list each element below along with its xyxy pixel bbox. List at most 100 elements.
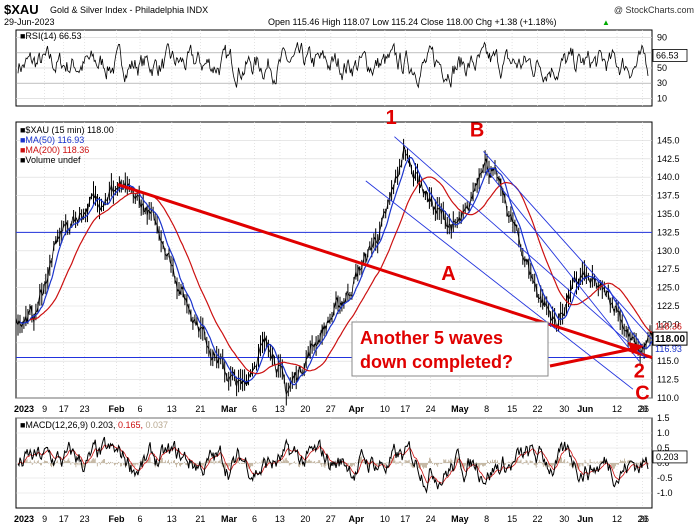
x-label-bottom: 17 <box>59 514 69 524</box>
wave-label-1: 1 <box>386 107 397 129</box>
price-tick-label: 115.0 <box>657 356 679 366</box>
x-label-bottom: 8 <box>484 514 489 524</box>
x-label-bottom: 21 <box>195 514 205 524</box>
x-label-bottom: Jun <box>577 514 593 524</box>
ma50-last-label: 116.93 <box>655 344 682 354</box>
x-label-mid: 30 <box>559 404 569 414</box>
rsi-legend: ■RSI(14) 66.53 <box>20 31 81 41</box>
price-panel-frame <box>15 121 653 399</box>
macd-tick-label: -0.5 <box>657 473 673 483</box>
macd-tick-label: 0.5 <box>657 443 670 453</box>
x-label-mid: 6 <box>252 404 257 414</box>
price-tick-label: 120.0 <box>657 319 680 329</box>
x-label-bottom: 6 <box>138 514 143 524</box>
x-label-bottom: 26 <box>639 514 649 524</box>
x-label-bottom: 2023 <box>14 514 34 524</box>
x-label-mid: Apr <box>349 404 365 414</box>
rsi-tick-label: 50 <box>657 63 667 73</box>
macd-last-label: 0.203 <box>656 452 679 462</box>
wave-label-2: 2 <box>634 360 645 382</box>
x-label-mid: 23 <box>80 404 90 414</box>
price-tick-label: 145.0 <box>657 135 680 145</box>
ohlc-readout: Open 115.46 High 118.07 Low 115.24 Close… <box>268 17 557 27</box>
x-label-mid: 21 <box>195 404 205 414</box>
x-label-mid: 22 <box>533 404 543 414</box>
macd-line <box>17 436 649 494</box>
x-label-bottom: 15 <box>507 514 517 524</box>
callout-line2: down completed? <box>360 352 513 372</box>
macd-last-box <box>652 450 688 464</box>
wave-label-A: A <box>441 263 455 285</box>
x-label-mid: 15 <box>507 404 517 414</box>
price-tick-label: 122.5 <box>657 301 680 311</box>
x-label-bottom: 13 <box>275 514 285 524</box>
macd-hist-value: 0.037 <box>146 420 169 430</box>
x-label-mid: Feb <box>108 404 125 414</box>
x-label-mid: 26 <box>639 404 649 414</box>
x-label-bottom: 27 <box>326 514 336 524</box>
x-label-mid: 2023 <box>14 404 34 414</box>
channel-line-0 <box>394 136 646 358</box>
x-label-mid: Mar <box>221 404 238 414</box>
rsi-tick-label: 10 <box>657 93 667 103</box>
price-tick-label: 127.5 <box>657 264 680 274</box>
ma200-last-label: 118.36 <box>655 321 682 331</box>
x-label-bottom: Apr <box>349 514 365 524</box>
price-last-label: 118.00 <box>655 334 685 345</box>
x-label-mid: 12 <box>612 404 622 414</box>
x-label-mid: 9 <box>42 404 47 414</box>
price-legend-3: ■Volume undef <box>20 155 81 165</box>
x-label-mid: 20 <box>300 404 310 414</box>
x-label-mid: 10 <box>380 404 390 414</box>
price-tick-label: 110.0 <box>657 393 679 403</box>
chart-name: Gold & Silver Index - Philadelphia INDX <box>50 5 208 15</box>
wave-label-B: B <box>470 120 484 142</box>
x-label-mid: 17 <box>400 404 410 414</box>
price-legend-2: ■MA(200) 118.36 <box>20 145 89 155</box>
chg-arrow-icon: ▲ <box>602 18 610 27</box>
price-legend-0: ■$XAU (15 min) 118.00 <box>20 125 114 135</box>
x-label-mid: 24 <box>426 404 436 414</box>
price-tick-label: 140.0 <box>657 172 680 182</box>
x-label-bottom: 23 <box>80 514 90 524</box>
macd-tick-label: 1.0 <box>657 428 670 438</box>
price-last-box <box>652 331 688 346</box>
price-legend-1: ■MA(50) 116.93 <box>20 135 84 145</box>
rsi-tick-label: 30 <box>657 78 667 88</box>
x-label-mid: May <box>451 404 469 414</box>
wave-label-C: C <box>635 382 649 404</box>
channel-line-1 <box>365 180 634 390</box>
x-label-bottom: 20 <box>637 514 647 524</box>
x-label-mid: 20 <box>637 404 647 414</box>
rsi-line <box>17 41 649 89</box>
price-tick-label: 130.0 <box>657 246 680 256</box>
channel-line-2 <box>483 151 653 340</box>
x-label-bottom: 13 <box>167 514 177 524</box>
x-label-bottom: 20 <box>300 514 310 524</box>
price-tick-label: 142.5 <box>657 154 680 164</box>
macd-signal-value: 0.165, <box>118 420 146 430</box>
rsi-last-label: 66.53 <box>656 50 679 60</box>
x-label-mid: 27 <box>326 404 336 414</box>
callout-arrow-shaft <box>549 347 633 368</box>
ma200-line <box>29 176 653 375</box>
macd-legend: ■MACD(12,26,9) 0.203, 0.165, 0.037 <box>20 420 168 430</box>
x-label-mid: 13 <box>167 404 177 414</box>
x-label-bottom: 17 <box>400 514 410 524</box>
callout-arrow-head-icon <box>628 342 644 354</box>
x-label-mid: 17 <box>59 404 69 414</box>
x-label-bottom: Feb <box>108 514 125 524</box>
x-label-mid: 6 <box>138 404 143 414</box>
x-label-bottom: 30 <box>559 514 569 524</box>
callout-box <box>351 321 549 377</box>
x-label-bottom: 24 <box>426 514 436 524</box>
rsi-tick-label: 90 <box>657 33 667 43</box>
x-label-bottom: 9 <box>42 514 47 524</box>
x-label-bottom: 6 <box>252 514 257 524</box>
chart-symbol: $XAU <box>4 2 39 17</box>
chart-date: 29-Jun-2023 <box>4 17 55 27</box>
x-label-bottom: 10 <box>380 514 390 524</box>
price-tick-label: 132.5 <box>657 227 680 237</box>
